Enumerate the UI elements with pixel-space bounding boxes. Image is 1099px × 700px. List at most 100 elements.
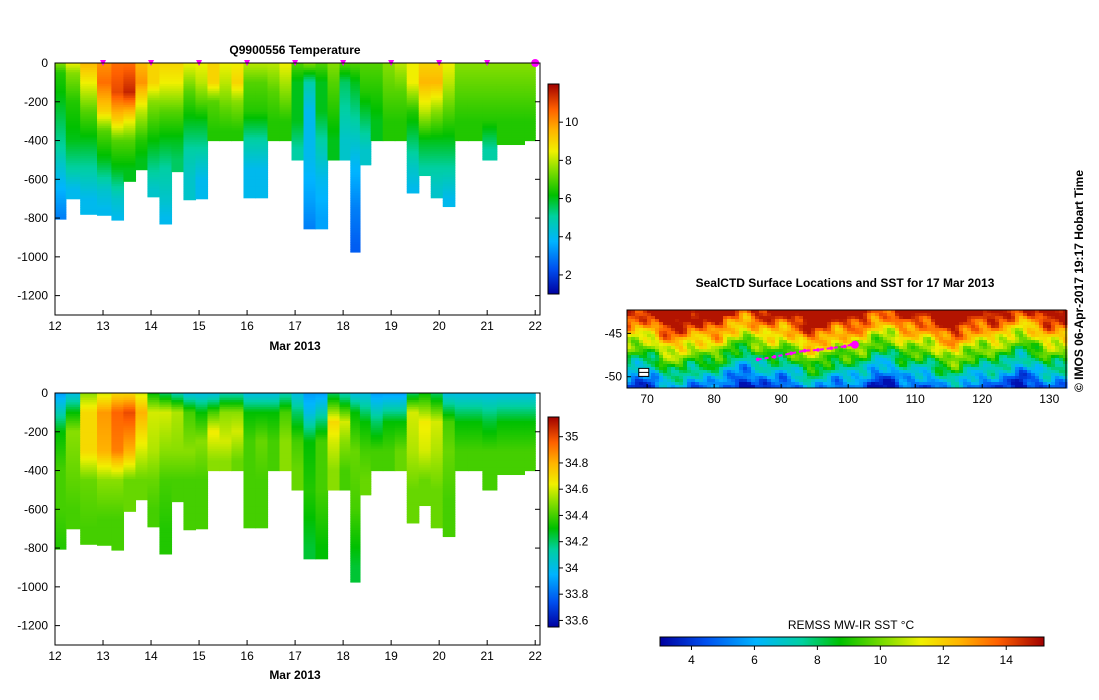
heatmap-cell: [406, 172, 420, 176]
heatmap-cell: [159, 495, 173, 499]
heatmap-cell: [80, 72, 98, 76]
sst-cell: [627, 346, 632, 350]
heatmap-cell: [303, 146, 317, 150]
heatmap-cell: [350, 67, 361, 71]
heatmap-cell: [394, 434, 408, 438]
sst-cell: [659, 310, 664, 314]
sst-cell: [635, 316, 640, 320]
sst-cell: [751, 340, 756, 344]
heatmap-cell: [350, 197, 361, 201]
heatmap-cell: [442, 165, 456, 169]
heatmap-cell: [350, 223, 361, 227]
sst-cell: [743, 364, 748, 368]
heatmap-cell: [195, 525, 209, 529]
heatmap-cell: [394, 118, 408, 122]
heatmap-cell: [327, 479, 341, 482]
sst-cell: [739, 358, 744, 362]
heatmap-cell: [359, 425, 372, 429]
sst-cell: [735, 373, 740, 377]
heatmap-cell: [350, 209, 361, 213]
sst-cell: [719, 310, 724, 314]
heatmap-cell: [159, 537, 173, 541]
heatmap-cell: [97, 413, 113, 417]
heatmap-cell: [370, 100, 384, 104]
heatmap-cell: [303, 502, 317, 506]
heatmap-cell: [123, 170, 137, 173]
heatmap-cell: [418, 67, 432, 71]
heatmap-cell: [350, 139, 361, 143]
heatmap-cell: [171, 158, 185, 162]
salinity-colorbar: [547, 416, 560, 628]
heatmap-cell: [327, 481, 341, 485]
heatmap-cell: [339, 481, 351, 485]
heatmap-cell: [370, 69, 384, 73]
heatmap-cell: [467, 114, 483, 118]
sst-cell: [655, 355, 660, 359]
heatmap-cell: [291, 90, 305, 94]
heatmap-cell: [147, 104, 161, 108]
heatmap-cell: [80, 195, 98, 199]
heatmap-cell: [267, 88, 281, 92]
heatmap-cell: [350, 497, 361, 501]
heatmap-cell: [183, 65, 197, 69]
sst-cell: [687, 373, 692, 377]
heatmap-cell: [382, 137, 396, 141]
heatmap-cell: [183, 393, 197, 396]
heatmap-cell: [65, 483, 81, 487]
heatmap-cell: [303, 86, 317, 90]
heatmap-cell: [183, 437, 197, 441]
heatmap-cell: [183, 495, 197, 499]
sst-cell: [639, 337, 644, 341]
heatmap-cell: [496, 142, 512, 146]
heatmap-cell: [303, 486, 317, 489]
heatmap-cell: [111, 153, 125, 157]
sst-cell: [687, 316, 692, 320]
heatmap-cell: [195, 188, 209, 192]
heatmap-cell: [97, 121, 113, 125]
sst-cell: [675, 361, 680, 365]
sst-cell: [663, 364, 668, 368]
heatmap-cell: [147, 179, 161, 183]
sst-cell: [723, 376, 728, 380]
sst-cell: [719, 316, 724, 320]
heatmap-cell: [255, 176, 269, 180]
heatmap-cell: [55, 486, 67, 489]
heatmap-cell: [370, 128, 384, 132]
sst-cell: [735, 367, 740, 371]
heatmap-cell: [147, 107, 161, 111]
heatmap-cell: [97, 393, 113, 396]
heatmap-cell: [394, 411, 408, 415]
heatmap-cell: [442, 67, 456, 71]
heatmap-cell: [255, 130, 269, 134]
heatmap-cell: [339, 97, 351, 101]
heatmap-cell: [111, 425, 125, 429]
heatmap-cell: [359, 163, 372, 166]
heatmap-cell: [442, 481, 456, 485]
heatmap-cell: [243, 418, 257, 422]
heatmap-cell: [430, 513, 444, 517]
sst-cell: [679, 361, 684, 365]
heatmap-cell: [195, 72, 209, 76]
heatmap-cell: [159, 163, 173, 166]
heatmap-cell: [65, 481, 81, 485]
heatmap-cell: [65, 511, 81, 515]
heatmap-cell: [55, 420, 67, 424]
heatmap-cell: [243, 423, 257, 427]
sst-cell: [743, 373, 748, 377]
heatmap-cell: [267, 416, 281, 420]
heatmap-cell: [243, 167, 257, 171]
heatmap-cell: [315, 444, 329, 448]
sst-cell: [771, 313, 776, 317]
sst-cell: [687, 379, 692, 383]
heatmap-cell: [467, 467, 483, 471]
heatmap-cell: [359, 465, 372, 469]
sst-cell: [667, 355, 672, 359]
heatmap-cell: [267, 465, 281, 469]
heatmap-cell: [255, 151, 269, 155]
heatmap-cell: [496, 135, 512, 139]
heatmap-cell: [303, 490, 317, 494]
heatmap-cell: [80, 418, 98, 422]
heatmap-cell: [159, 399, 173, 403]
heatmap-cell: [65, 479, 81, 482]
heatmap-cell: [430, 418, 444, 422]
